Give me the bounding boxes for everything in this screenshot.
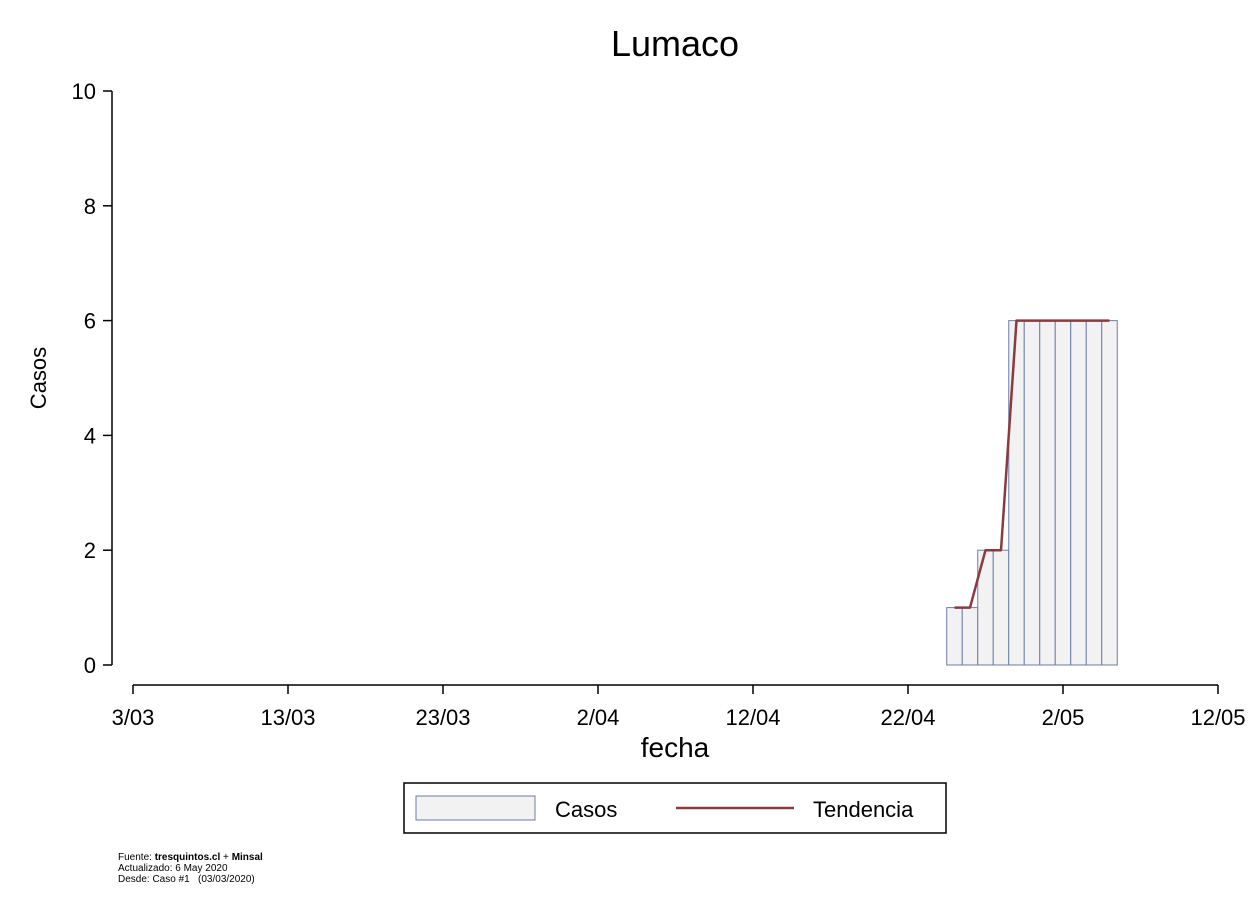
- bar: [1023, 320, 1041, 666]
- x-tick-label: 2/04: [577, 705, 620, 730]
- chart-title: Lumaco: [611, 23, 739, 64]
- y-tick-label: 8: [84, 194, 96, 219]
- bar: [1054, 320, 1072, 666]
- y-tick-label: 4: [84, 423, 96, 448]
- footer-source: Fuente: tresquintos.cl + Minsal: [118, 852, 263, 863]
- bar: [1008, 320, 1025, 666]
- y-tick-label: 2: [84, 538, 96, 563]
- x-tick-label: 13/03: [260, 705, 315, 730]
- x-axis-label: fecha: [641, 732, 710, 763]
- footer-notes: Fuente: tresquintos.cl + Minsal Actualiz…: [118, 852, 263, 885]
- bar: [1070, 320, 1087, 666]
- x-tick-label: 2/05: [1042, 705, 1085, 730]
- footer-updated: Actualizado: 6 May 2020: [118, 863, 228, 874]
- trend-line: [954, 319, 1110, 609]
- footer-source-site: tresquintos.cl: [154, 852, 221, 863]
- y-tick-label: 6: [84, 309, 96, 334]
- legend-label-tendencia: Tendencia: [813, 797, 914, 822]
- x-tick-label: 12/05: [1190, 705, 1245, 730]
- bar: [1039, 320, 1056, 666]
- bar: [946, 607, 963, 666]
- bar: [992, 549, 1010, 666]
- y-axis-label: Casos: [26, 347, 51, 409]
- x-tick-label: 22/04: [880, 705, 935, 730]
- line-series-tendencia: [954, 319, 1110, 609]
- bar: [961, 607, 979, 666]
- footer-since: Desde: Caso #1 (03/03/2020): [118, 874, 255, 885]
- footer-source-plus: +: [220, 852, 232, 863]
- bar: [1085, 320, 1103, 666]
- legend: Casos Tendencia: [403, 782, 947, 834]
- y-axis: 0 2 4 6 8 10: [72, 79, 113, 678]
- x-axis: 3/03 13/03 23/03 2/04 12/04 22/04 2/05 12/05: [112, 684, 1246, 730]
- x-tick-label: 3/03: [112, 705, 155, 730]
- x-tick-label: 12/04: [725, 705, 780, 730]
- y-tick-label: 10: [72, 79, 96, 104]
- bar-series-casos: [946, 320, 1118, 666]
- bar: [1101, 320, 1118, 666]
- footer-source-prefix: Fuente:: [118, 852, 155, 863]
- footer-source-org: Minsal: [231, 852, 263, 863]
- y-tick-label: 0: [84, 653, 96, 678]
- x-tick-label: 23/03: [415, 705, 470, 730]
- legend-label-casos: Casos: [555, 797, 617, 822]
- legend-swatch-casos: [415, 795, 536, 821]
